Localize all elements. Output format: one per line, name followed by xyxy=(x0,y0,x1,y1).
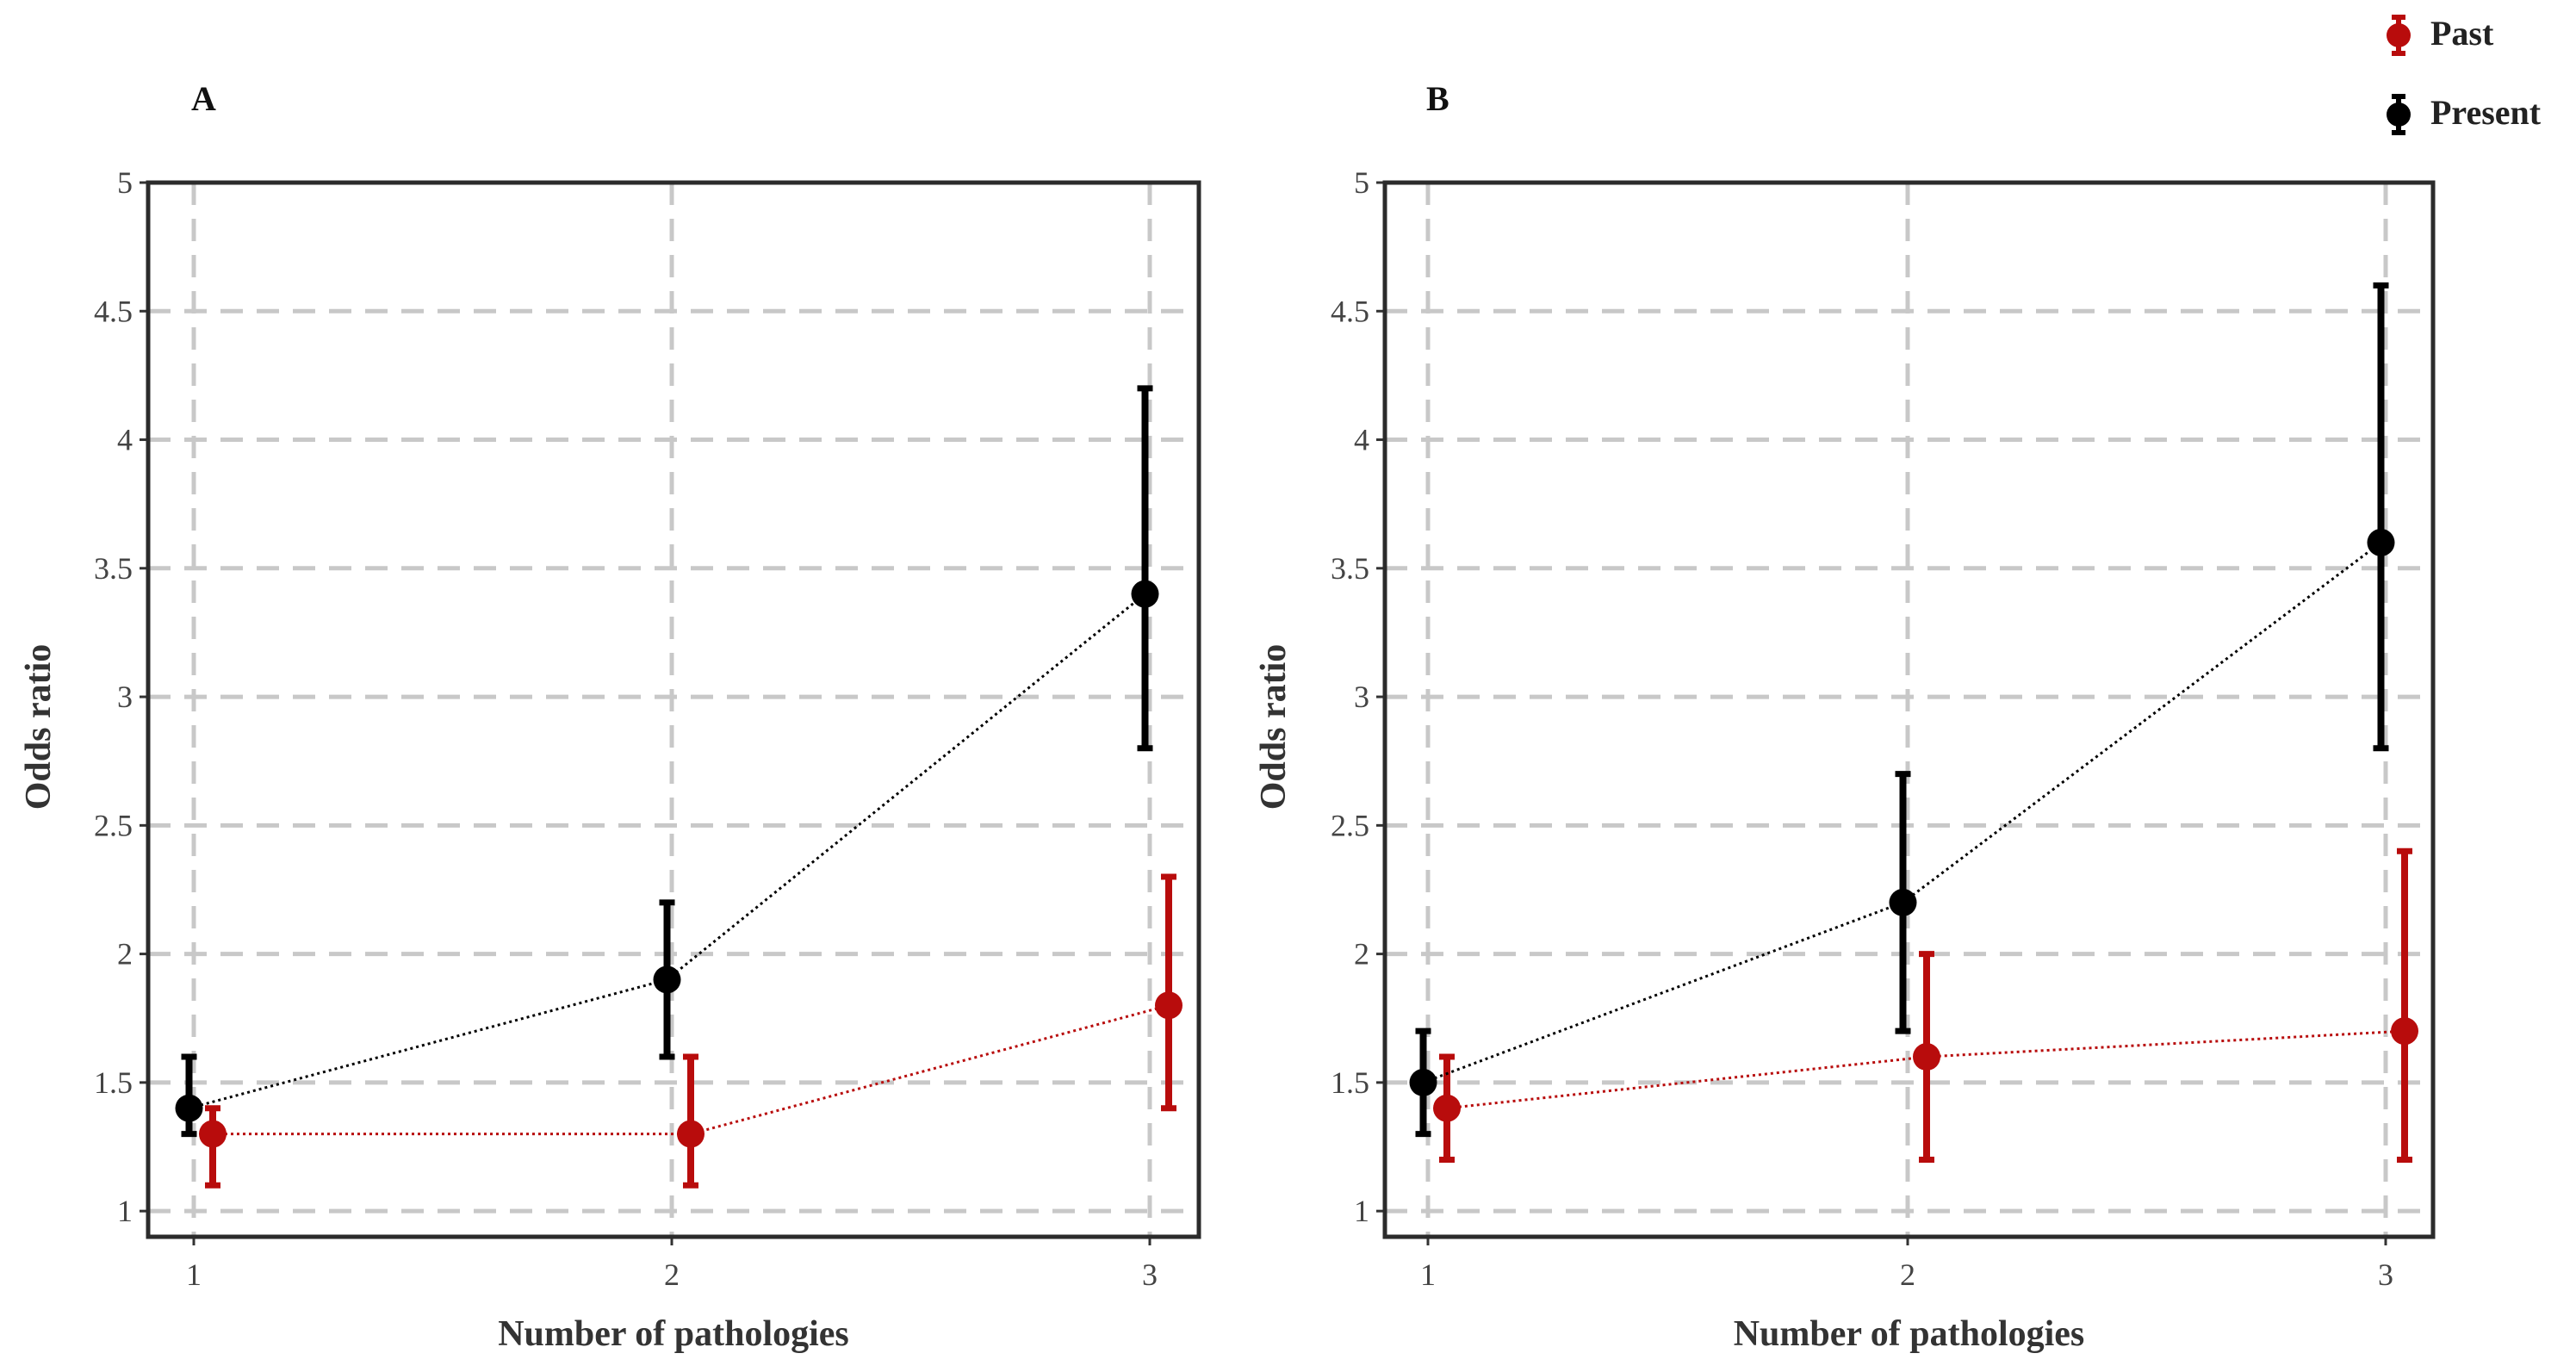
y-tick-label: 4 xyxy=(1354,423,1369,457)
data-point xyxy=(2391,1017,2418,1046)
legend-past-label: Past xyxy=(2430,14,2494,53)
y-tick-label: 3.5 xyxy=(1331,551,1369,586)
series-present xyxy=(1409,282,2395,1138)
x-tick-label: 2 xyxy=(1900,1257,1915,1292)
data-point xyxy=(1409,1068,1437,1096)
series-present xyxy=(175,385,1159,1138)
x-axis-title: Number of pathologies xyxy=(1734,1314,2085,1354)
panel-a: 1 1.5 2 2.5 3 3.5 4 4.5 5 1 2 3 A Number of pathologi… xyxy=(19,79,1201,1354)
y-tick-label: 2.5 xyxy=(94,808,133,842)
legend-entry-present: Present xyxy=(2387,93,2542,135)
data-point xyxy=(1913,1043,1940,1071)
data-point xyxy=(2367,528,2395,556)
y-axis-title: Odds ratio xyxy=(1254,644,1294,810)
series-past xyxy=(1433,847,2418,1163)
data-point xyxy=(677,1120,705,1148)
y-tick-label: 1 xyxy=(1354,1194,1369,1228)
legend-present-label: Present xyxy=(2430,93,2542,132)
x-axis-title: Number of pathologies xyxy=(498,1314,849,1354)
series-past xyxy=(199,873,1182,1189)
legend-entry-past: Past xyxy=(2387,14,2494,56)
y-tick-label: 1.5 xyxy=(1331,1065,1369,1100)
legend: Past Present xyxy=(2387,14,2542,135)
y-axis-title: Odds ratio xyxy=(19,644,59,810)
data-point xyxy=(1889,888,1917,916)
data-point xyxy=(175,1094,203,1122)
panel-label: A xyxy=(191,79,216,118)
panel-b: 1 1.5 2 2.5 3 3.5 4 4.5 5 1 2 3 B Number of pathologi… xyxy=(1254,79,2436,1354)
data-point xyxy=(199,1120,227,1148)
x-tick-label: 1 xyxy=(1420,1257,1436,1292)
y-tick-label: 1.5 xyxy=(94,1065,133,1100)
series-line-present xyxy=(1422,541,2382,1084)
y-tick-label: 3.5 xyxy=(94,551,133,586)
y-tick-label: 3 xyxy=(117,680,133,714)
x-tick-label: 2 xyxy=(664,1257,680,1292)
y-tick-label: 5 xyxy=(1354,165,1369,200)
y-tick-label: 4.5 xyxy=(1331,294,1369,328)
y-tick-label: 1 xyxy=(117,1194,133,1228)
panel-label: B xyxy=(1426,79,1449,118)
legend-present-marker xyxy=(2387,102,2411,127)
x-tick-label: 3 xyxy=(2378,1257,2393,1292)
y-tick-label: 2 xyxy=(1354,937,1369,972)
x-tick-label: 3 xyxy=(1142,1257,1158,1292)
y-tick-label: 5 xyxy=(117,165,133,200)
chart-panels: 1 1.5 2 2.5 3 3.5 4 4.5 5 1 2 3 A Number of pathologi… xyxy=(19,79,2436,1354)
data-point xyxy=(1155,991,1182,1020)
y-tick-label: 4.5 xyxy=(94,294,133,328)
data-point xyxy=(653,965,681,994)
data-point xyxy=(1433,1094,1461,1122)
y-tick-label: 3 xyxy=(1354,680,1369,714)
plot-frame xyxy=(146,180,1201,1239)
legend-past-marker xyxy=(2387,23,2411,47)
plot-frame xyxy=(1382,180,2436,1239)
x-tick-label: 1 xyxy=(186,1257,202,1292)
y-tick-label: 4 xyxy=(117,423,133,457)
y-tick-label: 2 xyxy=(117,937,133,972)
data-point xyxy=(1131,580,1159,608)
y-tick-label: 2.5 xyxy=(1331,808,1369,842)
